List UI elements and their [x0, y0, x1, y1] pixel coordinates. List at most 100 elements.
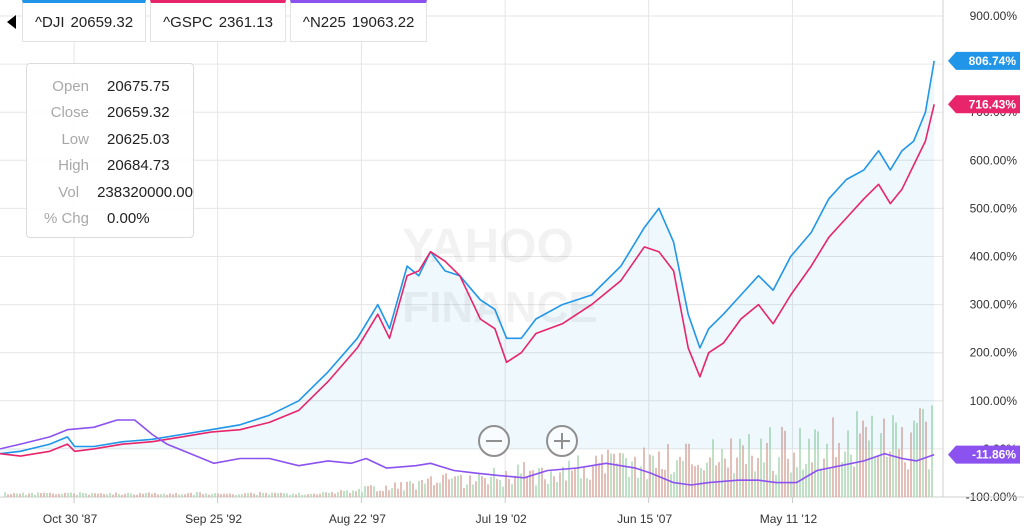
- volume-bar: [547, 483, 549, 497]
- volume-bar: [838, 442, 840, 497]
- volume-bar: [199, 492, 201, 497]
- volume-bar: [775, 474, 777, 497]
- volume-bar: [787, 458, 789, 497]
- volume-bar: [367, 486, 369, 497]
- volume-bar: [646, 479, 648, 497]
- volume-bar: [553, 476, 555, 497]
- volume-bar: [454, 476, 456, 497]
- volume-bar: [259, 492, 261, 497]
- volume-bar: [781, 426, 783, 497]
- volume-bar: [487, 484, 489, 497]
- volume-bar: [103, 493, 105, 497]
- volume-bar: [619, 452, 621, 497]
- volume-bar: [418, 481, 420, 497]
- volume-bar: [175, 493, 177, 497]
- volume-bar: [784, 430, 786, 497]
- volume-bar: [184, 494, 186, 497]
- volume-bar: [484, 478, 486, 497]
- y-tick-label: 500.00%: [970, 201, 1018, 215]
- volume-bar: [466, 484, 468, 497]
- volume-bar: [232, 494, 234, 497]
- tooltip-value: 238320000.00: [97, 183, 193, 201]
- volume-bar: [280, 492, 282, 497]
- volume-bar: [97, 493, 99, 497]
- volume-bar: [679, 456, 681, 497]
- volume-bar: [109, 492, 111, 497]
- volume-bar: [700, 468, 702, 497]
- volume-bar: [643, 447, 645, 497]
- volume-bar: [202, 494, 204, 497]
- volume-bar: [67, 492, 69, 497]
- volume-bar: [388, 490, 390, 497]
- volume-bar: [166, 494, 168, 497]
- tab-dji[interactable]: ^DJI 20659.32: [22, 0, 147, 42]
- volume-bar: [925, 421, 927, 497]
- volume-bar: [310, 493, 312, 497]
- volume-bar: [778, 457, 780, 497]
- volume-bar: [400, 482, 402, 497]
- volume-bar: [295, 494, 297, 497]
- volume-bar: [430, 476, 432, 497]
- volume-bar: [19, 493, 21, 497]
- volume-bar: [283, 493, 285, 497]
- tooltip-value: 20675.75: [107, 77, 170, 95]
- back-arrow-icon[interactable]: [0, 0, 22, 44]
- volume-bar: [685, 443, 687, 497]
- volume-bar: [511, 484, 513, 497]
- volume-bar: [622, 453, 624, 497]
- volume-bar: [550, 471, 552, 497]
- volume-bar: [469, 475, 471, 497]
- volume-bar: [736, 457, 738, 497]
- volume-bar: [766, 442, 768, 497]
- volume-bar: [196, 492, 198, 497]
- volume-bar: [763, 462, 765, 497]
- volume-bar: [691, 464, 693, 497]
- volume-bar: [265, 493, 267, 497]
- volume-bar: [526, 477, 528, 497]
- volume-bar: [598, 463, 600, 497]
- zoom-in-icon[interactable]: [546, 425, 578, 457]
- tooltip-key: Open: [52, 77, 89, 95]
- volume-bar: [274, 492, 276, 497]
- volume-bar: [652, 455, 654, 497]
- volume-bar: [808, 438, 810, 497]
- volume-bar: [748, 434, 750, 497]
- volume-bar: [385, 485, 387, 497]
- volume-bar: [472, 484, 474, 497]
- volume-bar: [124, 493, 126, 497]
- volume-bar: [919, 408, 921, 497]
- end-label-badge: [948, 445, 1020, 464]
- volume-bar: [256, 494, 258, 497]
- volume-bar: [574, 469, 576, 497]
- tab-n225[interactable]: ^N225 19063.22: [289, 0, 428, 42]
- tooltip-row-high: High 20684.73: [27, 153, 193, 180]
- ohlc-tooltip: Open 20675.75 Close 20659.32 Low 20625.0…: [26, 63, 194, 238]
- volume-bar: [178, 494, 180, 497]
- volume-bar: [208, 494, 210, 497]
- tab-n225-value: 19063.22: [351, 13, 415, 31]
- tooltip-value: 20625.03: [107, 130, 170, 148]
- volume-bar: [250, 492, 252, 497]
- volume-bar: [733, 473, 735, 497]
- tab-gspc[interactable]: ^GSPC 2361.13: [150, 0, 286, 42]
- volume-bar: [64, 492, 66, 497]
- y-tick-label: 200.00%: [970, 346, 1018, 360]
- volume-bar: [496, 479, 498, 497]
- volume-bar: [61, 493, 63, 497]
- tooltip-value: 0.00%: [107, 210, 150, 228]
- volume-bar: [151, 493, 153, 497]
- volume-bar: [871, 415, 873, 497]
- volume-bar: [655, 467, 657, 497]
- zoom-out-icon[interactable]: [478, 425, 510, 457]
- volume-bar: [154, 492, 156, 497]
- x-tick-label: May 11 '12: [760, 512, 818, 526]
- volume-bar: [205, 493, 207, 497]
- volume-bar: [100, 493, 102, 497]
- volume-bar: [523, 461, 525, 497]
- end-label-badge: [948, 51, 1020, 70]
- volume-bar: [805, 463, 807, 497]
- volume-bar: [160, 493, 162, 497]
- volume-bar: [571, 470, 573, 497]
- volume-bar: [40, 493, 42, 497]
